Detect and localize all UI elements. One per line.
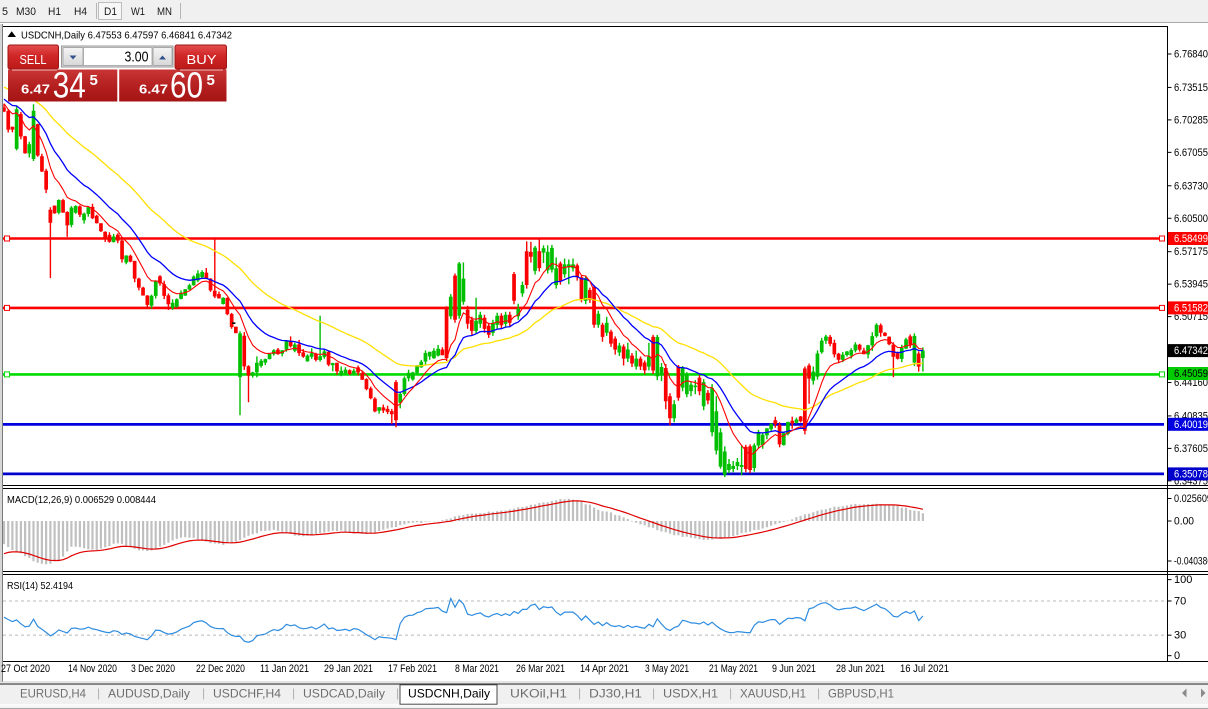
svg-text:DJ30,H1: DJ30,H1 bbox=[589, 687, 642, 701]
svg-text:6.40019: 6.40019 bbox=[1174, 419, 1208, 431]
svg-text:29 Jan 2021: 29 Jan 2021 bbox=[324, 663, 373, 675]
svg-text:USDX,H1: USDX,H1 bbox=[663, 687, 718, 701]
svg-text:0: 0 bbox=[1174, 650, 1180, 662]
svg-text:|: | bbox=[652, 686, 655, 700]
svg-text:28 Jun 2021: 28 Jun 2021 bbox=[836, 663, 885, 675]
svg-text:6.47342: 6.47342 bbox=[1174, 345, 1208, 357]
svg-text:H1: H1 bbox=[48, 6, 61, 18]
svg-text:26 Mar 2021: 26 Mar 2021 bbox=[516, 663, 565, 675]
svg-text:|: | bbox=[202, 686, 205, 700]
svg-text:6.67055: 6.67055 bbox=[1174, 147, 1208, 159]
svg-text:6.35078: 6.35078 bbox=[1174, 468, 1208, 480]
svg-text:M30: M30 bbox=[16, 6, 36, 18]
svg-text:30: 30 bbox=[1174, 630, 1186, 642]
svg-text:21 May 2021: 21 May 2021 bbox=[709, 663, 758, 675]
svg-text:27 Oct 2020: 27 Oct 2020 bbox=[1, 663, 50, 675]
svg-text:|: | bbox=[292, 686, 295, 700]
svg-text:8 Mar 2021: 8 Mar 2021 bbox=[455, 663, 499, 675]
svg-text:6.57175: 6.57175 bbox=[1174, 246, 1208, 258]
svg-text:-0.040386: -0.040386 bbox=[1174, 556, 1208, 568]
svg-text:6.45059: 6.45059 bbox=[1174, 368, 1208, 380]
svg-text:XAUUSD,H1: XAUUSD,H1 bbox=[740, 687, 806, 701]
svg-text:SELL: SELL bbox=[20, 53, 47, 67]
svg-text:34: 34 bbox=[53, 65, 86, 106]
svg-text:W1: W1 bbox=[131, 6, 145, 18]
svg-text:22 Dec 2020: 22 Dec 2020 bbox=[196, 663, 245, 675]
svg-text:100: 100 bbox=[1174, 574, 1192, 586]
svg-text:USDCNH,Daily: USDCNH,Daily bbox=[408, 687, 490, 701]
svg-text:6.63730: 6.63730 bbox=[1174, 180, 1208, 192]
svg-text:MN: MN bbox=[157, 6, 172, 18]
svg-text:14 Apr 2021: 14 Apr 2021 bbox=[580, 663, 629, 675]
svg-text:6.51582: 6.51582 bbox=[1174, 302, 1208, 314]
svg-text:6.76840: 6.76840 bbox=[1174, 49, 1208, 61]
svg-text:6.73515: 6.73515 bbox=[1174, 82, 1208, 94]
svg-text:17 Feb 2021: 17 Feb 2021 bbox=[388, 663, 437, 675]
svg-text:11 Jan 2021: 11 Jan 2021 bbox=[260, 663, 309, 675]
svg-text:14 Nov 2020: 14 Nov 2020 bbox=[68, 663, 117, 675]
svg-text:USDCAD,Daily: USDCAD,Daily bbox=[303, 687, 385, 701]
svg-text:MACD(12,26,9) 0.006529 0.00844: MACD(12,26,9) 0.006529 0.008444 bbox=[7, 495, 156, 506]
svg-text:6.44160: 6.44160 bbox=[1174, 377, 1208, 389]
svg-text:USDCHF,H4: USDCHF,H4 bbox=[213, 687, 281, 701]
svg-text:9 Jun 2021: 9 Jun 2021 bbox=[772, 663, 816, 675]
svg-text:6.70285: 6.70285 bbox=[1174, 114, 1208, 126]
svg-text:3 May 2021: 3 May 2021 bbox=[645, 663, 689, 675]
svg-text:D1: D1 bbox=[104, 6, 117, 18]
svg-text:H4: H4 bbox=[74, 6, 87, 18]
svg-text:5: 5 bbox=[2, 6, 8, 18]
svg-text:3 Dec 2020: 3 Dec 2020 bbox=[131, 663, 175, 675]
svg-text:6.37605: 6.37605 bbox=[1174, 443, 1208, 455]
svg-text:6.58499: 6.58499 bbox=[1174, 233, 1208, 245]
svg-text:EURUSD,H4: EURUSD,H4 bbox=[20, 687, 86, 701]
svg-text:|: | bbox=[578, 686, 581, 700]
svg-text:5: 5 bbox=[207, 72, 215, 89]
svg-text:UKOil,H1: UKOil,H1 bbox=[510, 687, 567, 701]
svg-text:6.47: 6.47 bbox=[21, 82, 50, 97]
svg-text:|: | bbox=[396, 686, 399, 700]
svg-text:3.00: 3.00 bbox=[125, 49, 149, 66]
svg-text:60: 60 bbox=[170, 65, 203, 106]
svg-text:AUDUSD,Daily: AUDUSD,Daily bbox=[108, 687, 190, 701]
svg-text:|: | bbox=[97, 686, 100, 700]
svg-text:16 Jul 2021: 16 Jul 2021 bbox=[900, 663, 949, 675]
svg-text:6.60500: 6.60500 bbox=[1174, 213, 1208, 225]
svg-text:RSI(14) 52.4194: RSI(14) 52.4194 bbox=[7, 581, 73, 592]
svg-text:6.47: 6.47 bbox=[139, 82, 168, 97]
svg-text:USDCNH,Daily 6.47553 6.47597: USDCNH,Daily 6.47553 6.47597 6.46841 6.4… bbox=[21, 30, 232, 42]
svg-text:6.53945: 6.53945 bbox=[1174, 279, 1208, 291]
svg-text:|: | bbox=[817, 686, 820, 700]
svg-text:5: 5 bbox=[90, 72, 98, 89]
svg-text:0.00: 0.00 bbox=[1174, 516, 1194, 528]
svg-text:70: 70 bbox=[1174, 595, 1186, 607]
svg-text:BUY: BUY bbox=[187, 53, 218, 67]
svg-text:|: | bbox=[729, 686, 732, 700]
svg-text:0.025609: 0.025609 bbox=[1174, 493, 1208, 505]
svg-text:GBPUSD,H1: GBPUSD,H1 bbox=[828, 687, 894, 701]
